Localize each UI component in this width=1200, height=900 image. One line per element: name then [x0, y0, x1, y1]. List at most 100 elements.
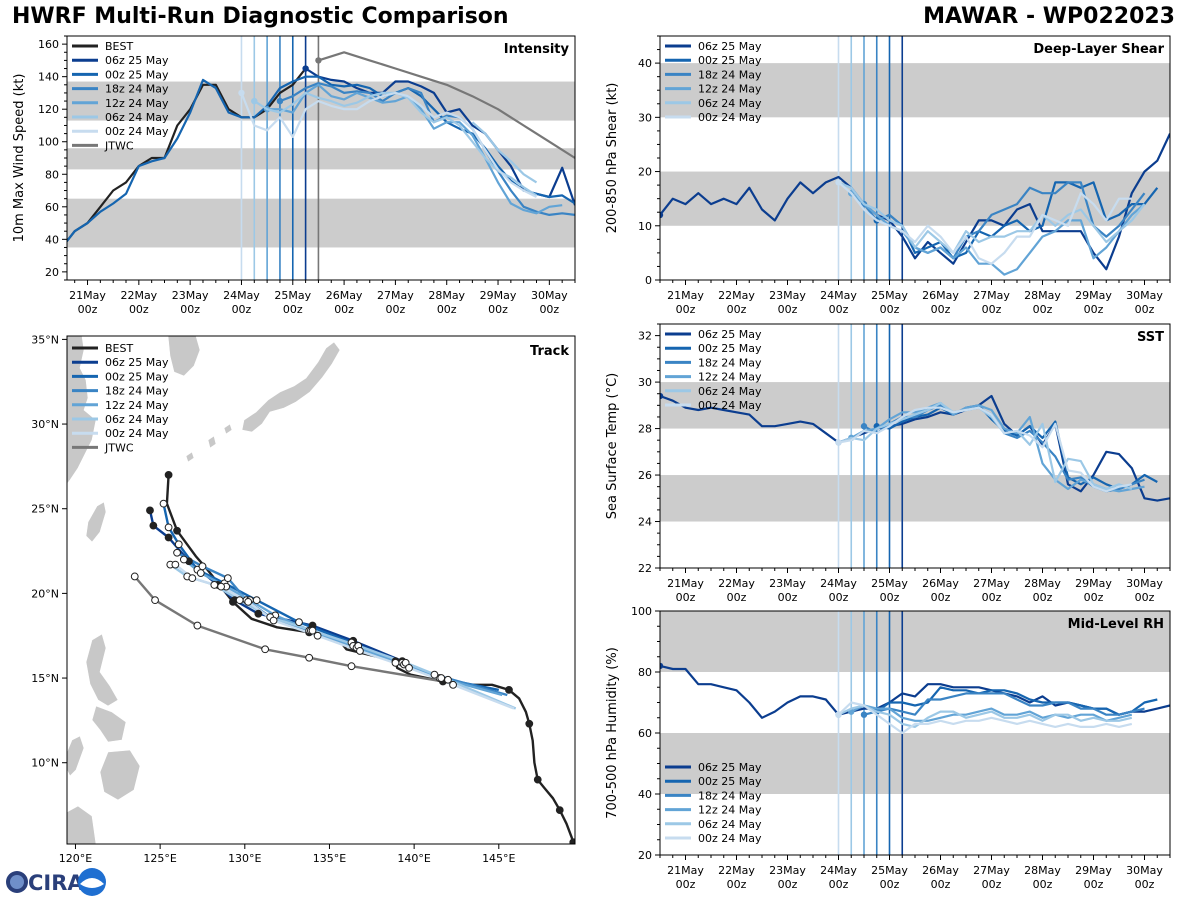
- track-frame: [66, 335, 576, 845]
- x-tick-sublabel: 00z: [727, 591, 747, 604]
- legend-label: 06z 25 May: [105, 356, 169, 369]
- lon-tick-label: 130°E: [228, 852, 261, 865]
- track-point: [146, 506, 154, 515]
- series-line: [660, 133, 1170, 271]
- legend-label: 06z 25 May: [698, 761, 762, 774]
- x-tick-sublabel: 00z: [232, 303, 252, 316]
- series-line: [850, 704, 1133, 722]
- x-tick-sublabel: 00z: [982, 878, 1002, 891]
- legend-label: 00z 25 May: [698, 342, 762, 355]
- x-tick-label: 29May: [480, 289, 517, 302]
- cira-logo-text: CIRA: [28, 871, 84, 895]
- legend-label: 06z 24 May: [698, 385, 762, 398]
- legend-label: 00z 25 May: [698, 775, 762, 788]
- legend-label: 00z 24 May: [698, 111, 762, 124]
- track-point: [555, 806, 564, 815]
- series-group: [660, 392, 1170, 502]
- x-tick-sublabel: 00z: [1084, 303, 1104, 316]
- land-taiwan: [85, 501, 107, 543]
- track-point: [151, 596, 159, 605]
- x-tick-label: 26May: [922, 864, 959, 877]
- legend-label: JTWC: [104, 139, 134, 152]
- x-tick-label: 23May: [172, 289, 209, 302]
- y-tick-label: 120: [38, 103, 59, 116]
- x-tick-sublabel: 00z: [539, 303, 559, 316]
- track-point: [391, 658, 400, 667]
- x-tick-label: 28May: [1024, 289, 1061, 302]
- x-tick-sublabel: 00z: [283, 303, 303, 316]
- land-japan: [241, 341, 341, 433]
- x-tick-label: 29May: [1075, 864, 1112, 877]
- x-tick-sublabel: 00z: [1084, 591, 1104, 604]
- y-tick-label: 160: [38, 38, 59, 51]
- legend-label: 18z 24 May: [698, 68, 762, 81]
- threshold-band: [660, 171, 1170, 226]
- legend-label: 06z 24 May: [698, 818, 762, 831]
- x-tick-sublabel: 00z: [676, 303, 696, 316]
- series-line: [838, 406, 1133, 493]
- track-point: [196, 569, 205, 577]
- y-tick-label: 22: [638, 562, 652, 575]
- x-tick-label: 29May: [1075, 289, 1112, 302]
- x-tick-label: 24May: [820, 289, 857, 302]
- threshold-band: [660, 611, 1170, 672]
- x-tick-sublabel: 00z: [880, 878, 900, 891]
- series-start-marker: [835, 439, 842, 446]
- series-start-marker: [835, 179, 842, 186]
- y-tick-label: 30: [638, 376, 652, 389]
- series-line: [876, 181, 1159, 260]
- intensity-chart: 2040608010012014016021May00z22May00z23Ma…: [12, 35, 576, 316]
- legend-label: 18z 24 May: [105, 83, 169, 96]
- x-tick-label: 30May: [1126, 577, 1163, 590]
- land-philippines-palawan: [67, 735, 85, 777]
- x-tick-label: 25May: [871, 577, 908, 590]
- series-start-marker: [660, 392, 664, 400]
- panel-title: Mid-Level RH: [1068, 617, 1164, 632]
- x-tick-label: 28May: [428, 289, 465, 302]
- y-tick-label: 40: [638, 57, 652, 70]
- track-point: [164, 523, 173, 532]
- x-tick-label: 25May: [274, 289, 311, 302]
- panel-title: SST: [1137, 330, 1164, 345]
- x-tick-label: 25May: [871, 289, 908, 302]
- land-borneo: [67, 805, 97, 844]
- x-tick-label: 22May: [718, 289, 755, 302]
- x-tick-sublabel: 00z: [1135, 303, 1155, 316]
- track-point: [179, 555, 188, 564]
- x-tick-sublabel: 00z: [829, 591, 849, 604]
- lat-tick-label: 25°N: [31, 503, 59, 516]
- x-tick-sublabel: 00z: [334, 303, 354, 316]
- y-tick-label: 32: [638, 330, 652, 343]
- series-start-marker: [238, 89, 245, 97]
- legend-label: 18z 24 May: [698, 789, 762, 802]
- track-map: 120°E 125°E 130°E 135°E 140°E 145°E 10°N 15°N 20…: [31, 333, 576, 865]
- x-tick-label: 30May: [1126, 864, 1163, 877]
- x-tick-label: 30May: [531, 289, 568, 302]
- track-point: [430, 670, 439, 679]
- legend-label: 06z 25 May: [698, 328, 762, 341]
- series-line: [279, 82, 575, 216]
- x-tick-sublabel: 00z: [829, 878, 849, 891]
- track-point: [173, 526, 181, 535]
- panel-title: Intensity: [504, 42, 570, 57]
- x-tick-sublabel: 00z: [982, 303, 1002, 316]
- series-line: [318, 51, 575, 159]
- page-title: HWRF Multi-Run Diagnostic Comparison: [12, 4, 509, 29]
- y-tick-label: 0: [645, 274, 652, 287]
- track-point: [305, 653, 314, 662]
- x-tick-sublabel: 00z: [931, 303, 951, 316]
- x-tick-sublabel: 00z: [437, 303, 457, 316]
- series-line: [660, 394, 1170, 502]
- track-point: [533, 775, 542, 784]
- legend-label: 00z 25 May: [105, 68, 169, 81]
- track-line: [176, 551, 508, 697]
- track-point: [164, 533, 173, 542]
- series-start-marker: [251, 97, 258, 105]
- track-point: [295, 618, 303, 627]
- x-tick-sublabel: 00z: [180, 303, 200, 316]
- series-start-marker: [660, 662, 664, 670]
- lat-tick-label: 35°N: [31, 333, 59, 346]
- x-tick-sublabel: 00z: [778, 303, 798, 316]
- lon-tick-label: 125°E: [143, 852, 176, 865]
- series-line: [67, 75, 575, 243]
